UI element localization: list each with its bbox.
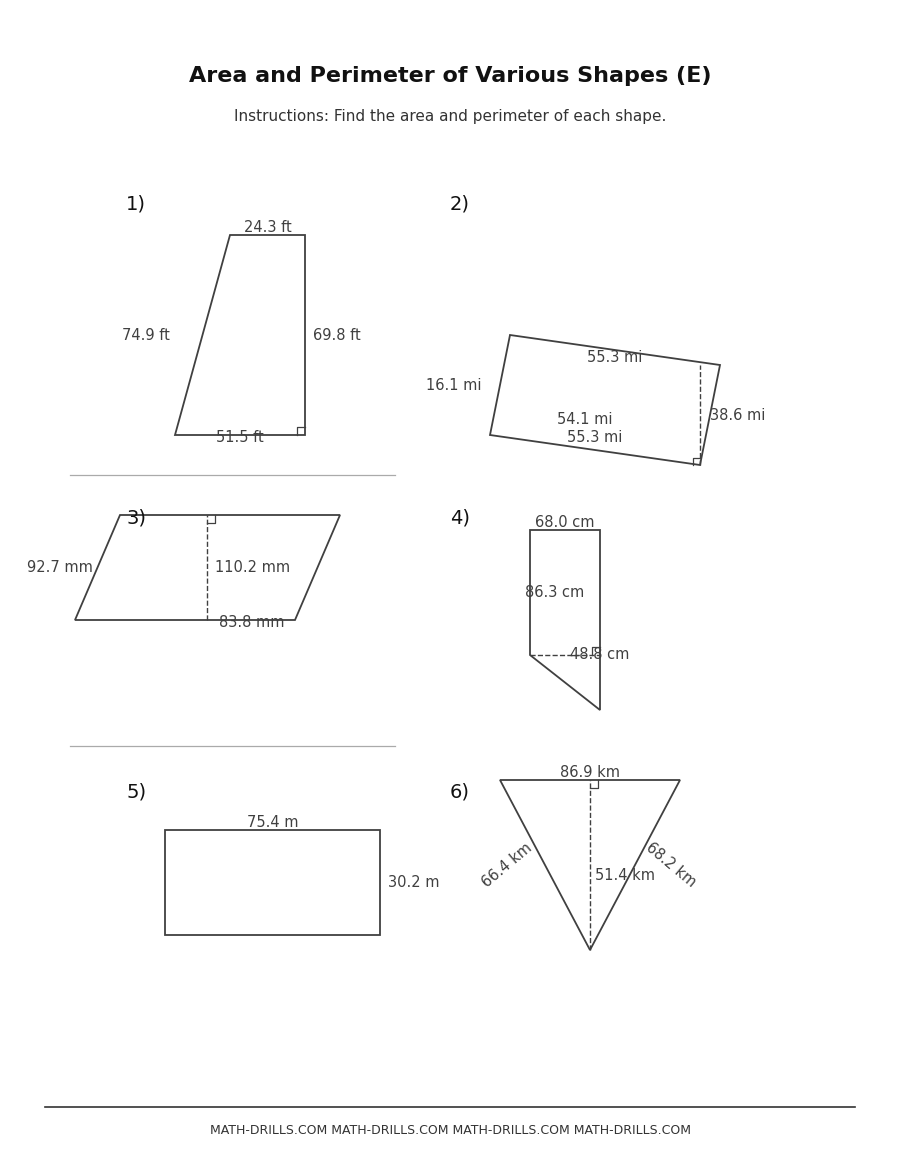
Text: 16.1 mi: 16.1 mi [427, 377, 482, 393]
Text: 30.2 m: 30.2 m [388, 875, 439, 890]
Text: 66.4 km: 66.4 km [480, 840, 535, 890]
Text: 68.2 km: 68.2 km [643, 840, 698, 890]
Text: MATH-DRILLS.COM MATH-DRILLS.COM MATH-DRILLS.COM MATH-DRILLS.COM: MATH-DRILLS.COM MATH-DRILLS.COM MATH-DRI… [210, 1124, 690, 1137]
Text: 86.3 cm: 86.3 cm [525, 585, 584, 600]
Text: 74.9 ft: 74.9 ft [122, 327, 170, 343]
Text: 2): 2) [450, 195, 470, 213]
Text: 1): 1) [126, 195, 146, 213]
Text: 110.2 mm: 110.2 mm [215, 560, 290, 576]
Text: 38.6 mi: 38.6 mi [710, 408, 765, 423]
Text: 5): 5) [126, 783, 146, 802]
Text: 55.3 mi: 55.3 mi [567, 430, 623, 445]
Text: 54.1 mi: 54.1 mi [557, 412, 612, 428]
Text: Instructions: Find the area and perimeter of each shape.: Instructions: Find the area and perimete… [234, 110, 666, 123]
Text: 51.5 ft: 51.5 ft [216, 430, 264, 445]
Text: 51.4 km: 51.4 km [595, 868, 655, 883]
Text: 92.7 mm: 92.7 mm [27, 560, 93, 576]
Text: 83.8 mm: 83.8 mm [219, 615, 284, 630]
Text: 75.4 m: 75.4 m [247, 816, 298, 829]
Text: 4): 4) [450, 509, 470, 528]
Text: 24.3 ft: 24.3 ft [244, 220, 292, 235]
Text: 69.8 ft: 69.8 ft [313, 327, 361, 343]
Text: 86.9 km: 86.9 km [560, 765, 620, 781]
Text: 6): 6) [450, 783, 470, 802]
Text: 3): 3) [126, 509, 146, 528]
Text: Area and Perimeter of Various Shapes (E): Area and Perimeter of Various Shapes (E) [189, 65, 711, 86]
Text: 48.8 cm: 48.8 cm [570, 647, 629, 662]
Text: 68.0 cm: 68.0 cm [536, 515, 595, 530]
Text: 55.3 mi: 55.3 mi [588, 350, 643, 365]
